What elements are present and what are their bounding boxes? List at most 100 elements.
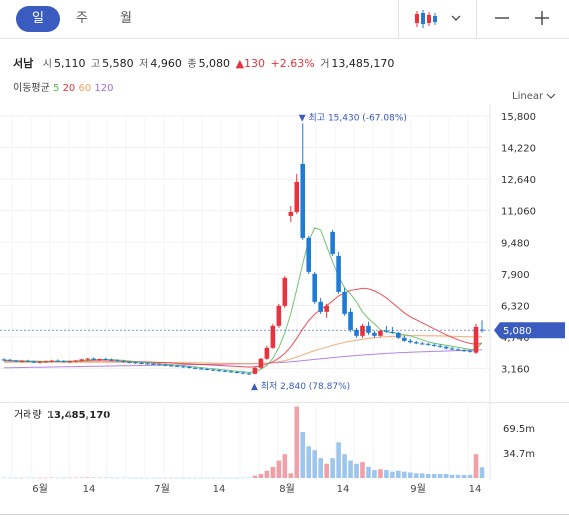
candle-body xyxy=(431,344,437,346)
tab-week[interactable]: 주 xyxy=(76,11,88,26)
volume-bar xyxy=(55,477,61,479)
candle-body xyxy=(378,330,383,336)
x-axis-label: 6월 xyxy=(32,483,48,495)
candle-body xyxy=(25,361,31,363)
volume-bar xyxy=(455,474,461,478)
candlestick-icon[interactable] xyxy=(412,8,438,30)
volume-bar xyxy=(246,477,252,479)
price-tick-label: 9,480 xyxy=(501,238,530,249)
candle-body xyxy=(467,350,473,352)
volume-bar xyxy=(204,477,210,479)
volume-bar xyxy=(85,477,90,478)
candle-body xyxy=(19,361,25,363)
candle-body xyxy=(103,359,108,361)
volume-bar xyxy=(163,477,168,479)
tab-day[interactable]: 일 xyxy=(16,6,60,32)
volume-bar xyxy=(413,473,419,478)
toolbar-divider xyxy=(476,0,477,38)
volume-bar xyxy=(61,477,67,479)
candle-body xyxy=(73,360,78,362)
volume-tick-label: 34.7m xyxy=(503,449,535,460)
volume-bar xyxy=(115,477,120,479)
candle-body xyxy=(157,364,162,366)
candle-body xyxy=(210,369,216,371)
x-axis-label: 14 xyxy=(469,484,482,495)
ma-legend-60: 60 xyxy=(78,83,92,94)
zoom-out-icon[interactable] xyxy=(493,9,511,27)
tab-month[interactable]: 월 xyxy=(120,11,132,26)
candle-body xyxy=(13,360,19,362)
candle-body xyxy=(402,337,407,341)
volume-bar xyxy=(210,477,216,479)
change-percent: +2.63% xyxy=(270,57,315,70)
candle-body xyxy=(61,361,67,363)
volume-bar xyxy=(318,458,323,478)
candle-body xyxy=(264,347,270,359)
current-price-label: 5,080 xyxy=(503,326,532,337)
ma-legend-20: 20 xyxy=(62,83,76,94)
high-label: 고 xyxy=(90,59,101,70)
candle-body xyxy=(461,350,467,352)
low-label: 저 xyxy=(139,59,149,70)
candle-body xyxy=(390,331,395,333)
close-value: 5,080 xyxy=(198,57,231,70)
chevron-down-icon[interactable] xyxy=(449,10,463,24)
volume-bar xyxy=(198,477,204,479)
period-tab-bar: 일 주 월 xyxy=(0,0,569,38)
volume-bar xyxy=(348,460,353,478)
volume-bar xyxy=(342,454,347,478)
candle-body xyxy=(282,277,288,306)
zoom-in-icon[interactable] xyxy=(533,9,551,27)
x-axis-label: 8월 xyxy=(279,483,295,495)
volume-bar xyxy=(276,460,282,478)
candle-body xyxy=(222,370,228,372)
ma-legend-label: 이동평균 xyxy=(13,83,50,94)
volume-bar xyxy=(240,477,246,479)
price-tick-label: 7,900 xyxy=(501,270,530,281)
volume-bar xyxy=(174,477,180,479)
footer-divider xyxy=(0,514,569,515)
volume-bar xyxy=(19,477,25,479)
scale-mode-dropdown[interactable]: Linear xyxy=(512,91,556,102)
change-value: ▲130 xyxy=(235,57,266,70)
price-tick-label: 12,640 xyxy=(501,175,536,186)
volume-bar xyxy=(467,474,473,478)
volume-bar xyxy=(1,477,7,479)
volume-bar xyxy=(79,477,84,479)
candle-body xyxy=(234,371,240,373)
header-divider xyxy=(0,38,569,39)
volume-bar xyxy=(479,467,485,478)
volume-bar xyxy=(336,442,341,478)
ma-legend-120: 120 xyxy=(94,83,114,94)
volume-bar xyxy=(37,477,43,479)
volume-bar xyxy=(151,477,156,479)
ma-legend: 이동평균 5 20 60 120 xyxy=(13,79,114,94)
candle-body xyxy=(473,326,479,353)
candle-body xyxy=(240,372,246,374)
current-price-tag xyxy=(494,322,565,339)
candle-body xyxy=(443,346,449,349)
volume-bar xyxy=(473,454,479,478)
volume-bar xyxy=(366,466,371,478)
volume-bar xyxy=(461,474,467,478)
candle-body xyxy=(413,342,419,344)
candle-body xyxy=(133,362,138,364)
low-marker: ▲ 최저 2,840 (78.87%) xyxy=(251,381,350,392)
candle-body xyxy=(348,311,353,330)
volume-bar xyxy=(324,463,329,478)
candle-body xyxy=(306,237,312,272)
volume-title: 거래량 xyxy=(14,409,42,421)
x-axis-label: 7월 xyxy=(154,483,170,495)
ma-legend-5: 5 xyxy=(53,83,60,94)
moving-average-line-ma120 xyxy=(3,349,483,369)
candle-body xyxy=(7,359,13,361)
volume-bar xyxy=(49,477,55,479)
price-tick-label: 4,740 xyxy=(501,333,530,344)
moving-average-line-ma20 xyxy=(4,287,483,368)
volume-bar xyxy=(396,470,401,478)
volume-bar xyxy=(145,477,150,479)
candle-body xyxy=(336,255,341,292)
volume-bar xyxy=(282,454,288,478)
high-value: 5,580 xyxy=(102,57,134,70)
